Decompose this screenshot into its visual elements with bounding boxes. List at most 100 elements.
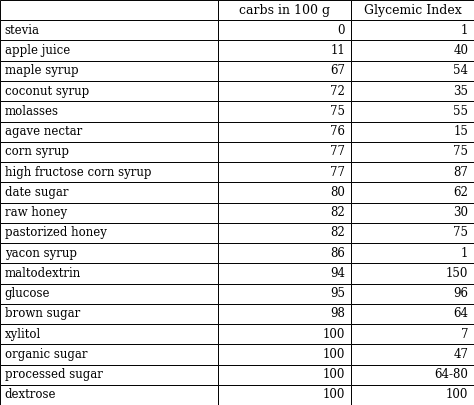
Bar: [351, 202, 474, 223]
Bar: [0, 162, 218, 182]
Bar: [0, 304, 218, 324]
Text: apple juice: apple juice: [5, 44, 70, 57]
Bar: [351, 182, 474, 202]
Bar: [0, 0, 218, 20]
Text: 64-80: 64-80: [435, 368, 468, 381]
Bar: [351, 61, 474, 81]
Text: 62: 62: [454, 186, 468, 199]
Text: processed sugar: processed sugar: [5, 368, 102, 381]
Bar: [0, 20, 218, 40]
Bar: [351, 263, 474, 284]
Text: carbs in 100 g: carbs in 100 g: [239, 4, 330, 17]
Text: 30: 30: [453, 206, 468, 219]
Bar: [0, 364, 218, 385]
Text: 75: 75: [453, 226, 468, 239]
Bar: [0, 385, 218, 405]
Bar: [351, 20, 474, 40]
Text: high fructose corn syrup: high fructose corn syrup: [5, 166, 151, 179]
Text: 80: 80: [330, 186, 345, 199]
Text: 55: 55: [453, 105, 468, 118]
Text: 94: 94: [330, 267, 345, 280]
Bar: [0, 81, 218, 101]
Bar: [218, 284, 351, 304]
Bar: [218, 0, 351, 20]
Bar: [0, 263, 218, 284]
Text: 0: 0: [337, 24, 345, 37]
Text: 35: 35: [453, 85, 468, 98]
Text: 67: 67: [330, 64, 345, 77]
Text: 82: 82: [330, 206, 345, 219]
Text: 1: 1: [461, 24, 468, 37]
Bar: [0, 142, 218, 162]
Text: 95: 95: [330, 287, 345, 300]
Bar: [218, 364, 351, 385]
Text: 64: 64: [453, 307, 468, 320]
Bar: [351, 284, 474, 304]
Bar: [218, 385, 351, 405]
Text: 11: 11: [330, 44, 345, 57]
Text: yacon syrup: yacon syrup: [5, 247, 77, 260]
Bar: [351, 81, 474, 101]
Bar: [0, 61, 218, 81]
Text: 100: 100: [446, 388, 468, 401]
Bar: [0, 122, 218, 142]
Text: raw honey: raw honey: [5, 206, 67, 219]
Text: 76: 76: [330, 125, 345, 138]
Bar: [351, 40, 474, 61]
Text: 72: 72: [330, 85, 345, 98]
Text: 75: 75: [453, 145, 468, 158]
Text: 47: 47: [453, 348, 468, 361]
Bar: [218, 243, 351, 263]
Text: 82: 82: [330, 226, 345, 239]
Bar: [351, 223, 474, 243]
Text: 100: 100: [323, 388, 345, 401]
Bar: [351, 344, 474, 364]
Text: 96: 96: [453, 287, 468, 300]
Text: molasses: molasses: [5, 105, 59, 118]
Text: corn syrup: corn syrup: [5, 145, 69, 158]
Bar: [218, 122, 351, 142]
Text: xylitol: xylitol: [5, 328, 41, 341]
Bar: [218, 344, 351, 364]
Bar: [0, 223, 218, 243]
Bar: [218, 304, 351, 324]
Text: 100: 100: [323, 348, 345, 361]
Bar: [351, 364, 474, 385]
Bar: [218, 202, 351, 223]
Text: 15: 15: [454, 125, 468, 138]
Bar: [218, 20, 351, 40]
Text: 77: 77: [330, 145, 345, 158]
Bar: [0, 344, 218, 364]
Bar: [351, 243, 474, 263]
Text: 100: 100: [323, 328, 345, 341]
Text: coconut syrup: coconut syrup: [5, 85, 89, 98]
Text: stevia: stevia: [5, 24, 40, 37]
Text: 87: 87: [454, 166, 468, 179]
Text: 7: 7: [461, 328, 468, 341]
Text: 86: 86: [330, 247, 345, 260]
Text: 77: 77: [330, 166, 345, 179]
Text: dextrose: dextrose: [5, 388, 56, 401]
Text: brown sugar: brown sugar: [5, 307, 80, 320]
Bar: [218, 40, 351, 61]
Text: 54: 54: [453, 64, 468, 77]
Bar: [0, 324, 218, 344]
Text: 98: 98: [330, 307, 345, 320]
Bar: [218, 142, 351, 162]
Bar: [0, 101, 218, 122]
Text: pastorized honey: pastorized honey: [5, 226, 107, 239]
Bar: [351, 142, 474, 162]
Text: maple syrup: maple syrup: [5, 64, 78, 77]
Bar: [351, 101, 474, 122]
Bar: [351, 162, 474, 182]
Text: glucose: glucose: [5, 287, 50, 300]
Bar: [218, 61, 351, 81]
Bar: [0, 284, 218, 304]
Text: 150: 150: [446, 267, 468, 280]
Text: 75: 75: [330, 105, 345, 118]
Bar: [351, 122, 474, 142]
Bar: [351, 385, 474, 405]
Text: maltodextrin: maltodextrin: [5, 267, 81, 280]
Bar: [351, 0, 474, 20]
Bar: [218, 223, 351, 243]
